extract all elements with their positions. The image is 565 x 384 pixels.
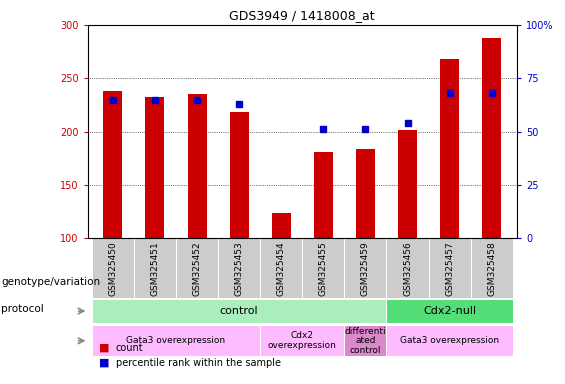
Text: GSM325452: GSM325452 <box>193 241 202 296</box>
Bar <box>398 131 417 238</box>
Bar <box>345 238 386 298</box>
Text: GSM325453: GSM325453 <box>234 241 244 296</box>
Text: Gata3 overexpression: Gata3 overexpression <box>127 336 225 345</box>
Bar <box>386 325 513 356</box>
Text: GSM325456: GSM325456 <box>403 241 412 296</box>
Bar <box>92 325 260 356</box>
Text: control: control <box>220 306 258 316</box>
Bar <box>272 212 291 238</box>
Bar <box>302 238 345 298</box>
Text: GSM325455: GSM325455 <box>319 241 328 296</box>
Bar <box>386 299 513 323</box>
Bar <box>176 238 218 298</box>
Bar <box>134 238 176 298</box>
Text: percentile rank within the sample: percentile rank within the sample <box>116 358 281 368</box>
Bar <box>145 98 164 238</box>
Text: GSM325451: GSM325451 <box>150 241 159 296</box>
Bar <box>314 152 333 238</box>
Bar <box>356 149 375 238</box>
Bar <box>483 38 501 238</box>
Text: GSM325450: GSM325450 <box>108 241 118 296</box>
Bar <box>188 94 206 238</box>
Text: differenti
ated
control: differenti ated control <box>345 327 386 355</box>
Bar <box>345 325 386 356</box>
Bar <box>92 238 134 298</box>
Text: ■: ■ <box>99 343 110 353</box>
Text: ■: ■ <box>99 358 110 368</box>
Bar <box>260 238 302 298</box>
Bar <box>103 91 122 238</box>
Bar <box>440 59 459 238</box>
Bar <box>229 113 249 238</box>
Bar <box>260 325 345 356</box>
Text: genotype/variation: genotype/variation <box>1 277 100 287</box>
Text: GSM325454: GSM325454 <box>277 241 286 296</box>
Title: GDS3949 / 1418008_at: GDS3949 / 1418008_at <box>229 9 375 22</box>
Text: Gata3 overexpression: Gata3 overexpression <box>400 336 499 345</box>
Text: Cdx2-null: Cdx2-null <box>423 306 476 316</box>
Text: protocol: protocol <box>1 304 44 314</box>
Bar <box>429 238 471 298</box>
Text: GSM325457: GSM325457 <box>445 241 454 296</box>
Bar <box>218 238 260 298</box>
Text: GSM325458: GSM325458 <box>487 241 496 296</box>
Text: GSM325459: GSM325459 <box>361 241 370 296</box>
Text: Cdx2
overexpression: Cdx2 overexpression <box>268 331 337 350</box>
Bar <box>471 238 513 298</box>
Text: count: count <box>116 343 144 353</box>
Bar <box>386 238 429 298</box>
Bar <box>92 299 386 323</box>
